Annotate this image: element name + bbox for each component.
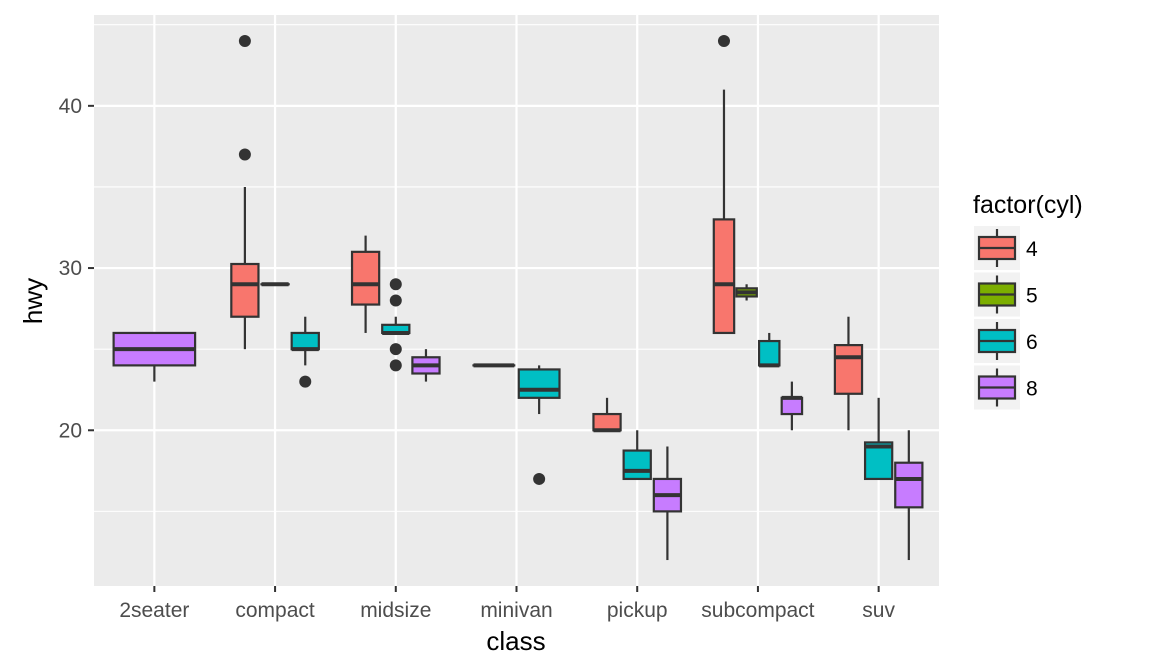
box-iqr [894,461,924,509]
box-iqr [517,368,561,399]
box-subcompact-cyl5 [735,284,758,301]
outlier-point [238,34,251,47]
x-tick-label: minivan [480,599,552,622]
box-midsize-cyl6 [381,278,411,372]
box-midsize-cyl8 [411,349,441,382]
x-tick-label: 2seater [119,599,189,622]
outlier-point [389,294,402,307]
outlier-point [299,375,312,388]
box-iqr [833,344,864,395]
x-tick-label: suv [862,599,895,622]
x-axis: 2seater compact midsize minivan pickup subcom… [119,586,895,622]
box-iqr [290,331,320,351]
y-tick-label: 20 [59,419,82,442]
box-minivan-cyl6 [517,365,561,485]
legend-label: 8 [1026,378,1038,401]
y-axis: 20 30 40 [59,95,94,442]
y-axis-title: hwy [18,278,48,324]
outlier-point [389,343,402,356]
box-iqr [592,412,622,432]
legend-label: 6 [1026,331,1038,354]
box-iqr [622,449,652,481]
legend-key-cyl8 [974,365,1020,410]
legend-label: 4 [1026,238,1038,261]
legend-key-cyl4 [974,226,1020,270]
outlier-point [533,472,546,485]
box-iqr [780,396,804,416]
box-subcompact-cyl4 [712,34,736,335]
boxplot-layer [112,34,924,561]
box-2seater-cyl8 [112,331,197,382]
box-midsize-cyl4 [350,235,381,333]
legend-key-cyl5 [974,272,1020,317]
box-iqr [757,339,781,367]
y-tick-label: 40 [59,95,82,118]
box-compact-cyl6 [290,316,320,388]
outlier-point [389,359,402,372]
box-suv-cyl4 [833,316,864,431]
box-pickup-cyl8 [652,446,683,561]
legend-key-cyl6 [974,319,1020,363]
outlier-point [389,278,402,291]
box-iqr [350,250,381,306]
y-tick-label: 30 [59,257,82,280]
box-compact-cyl4 [230,34,260,350]
box-suv-cyl6 [863,397,894,481]
legend-label: 5 [1026,285,1038,308]
box-suv-cyl8 [894,430,924,561]
box-subcompact-cyl6 [757,332,781,368]
legend: factor(cyl) 4 5 6 8 [973,191,1083,410]
box-pickup-cyl6 [622,430,652,481]
x-axis-title: class [486,626,545,656]
box-iqr [230,262,260,318]
outlier-point [238,148,251,161]
box-pickup-cyl4 [592,397,622,433]
outlier-point [717,34,730,47]
x-tick-label: midsize [360,599,431,622]
box-subcompact-cyl8 [780,381,804,431]
box-iqr [712,218,736,335]
x-tick-label: compact [235,599,315,622]
legend-title: factor(cyl) [973,191,1083,219]
x-tick-label: subcompact [701,599,814,622]
x-tick-label: pickup [607,599,668,622]
box-iqr [863,441,894,481]
